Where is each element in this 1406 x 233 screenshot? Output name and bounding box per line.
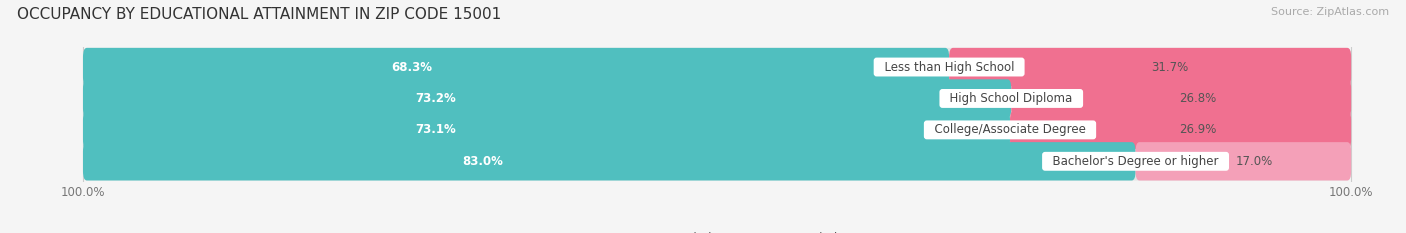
Text: 26.8%: 26.8% xyxy=(1180,92,1216,105)
FancyBboxPatch shape xyxy=(83,48,949,86)
FancyBboxPatch shape xyxy=(83,142,1351,181)
Text: Source: ZipAtlas.com: Source: ZipAtlas.com xyxy=(1271,7,1389,17)
Text: Bachelor's Degree or higher: Bachelor's Degree or higher xyxy=(1045,155,1226,168)
Text: 83.0%: 83.0% xyxy=(463,155,503,168)
FancyBboxPatch shape xyxy=(83,79,1351,118)
Text: 73.2%: 73.2% xyxy=(415,92,456,105)
FancyBboxPatch shape xyxy=(1010,111,1351,149)
FancyBboxPatch shape xyxy=(1136,142,1351,181)
FancyBboxPatch shape xyxy=(83,142,1136,181)
Text: 26.9%: 26.9% xyxy=(1180,123,1216,136)
FancyBboxPatch shape xyxy=(949,48,1351,86)
Text: OCCUPANCY BY EDUCATIONAL ATTAINMENT IN ZIP CODE 15001: OCCUPANCY BY EDUCATIONAL ATTAINMENT IN Z… xyxy=(17,7,501,22)
Text: 73.1%: 73.1% xyxy=(415,123,456,136)
FancyBboxPatch shape xyxy=(83,79,1011,118)
FancyBboxPatch shape xyxy=(83,111,1010,149)
Text: High School Diploma: High School Diploma xyxy=(942,92,1080,105)
Text: 17.0%: 17.0% xyxy=(1236,155,1272,168)
FancyBboxPatch shape xyxy=(83,111,1351,149)
Text: 31.7%: 31.7% xyxy=(1152,61,1189,74)
FancyBboxPatch shape xyxy=(83,48,1351,86)
FancyBboxPatch shape xyxy=(1011,79,1351,118)
Legend: Owner-occupied, Renter-occupied: Owner-occupied, Renter-occupied xyxy=(592,228,842,233)
Text: 68.3%: 68.3% xyxy=(392,61,433,74)
Text: Less than High School: Less than High School xyxy=(876,61,1022,74)
Text: College/Associate Degree: College/Associate Degree xyxy=(927,123,1094,136)
